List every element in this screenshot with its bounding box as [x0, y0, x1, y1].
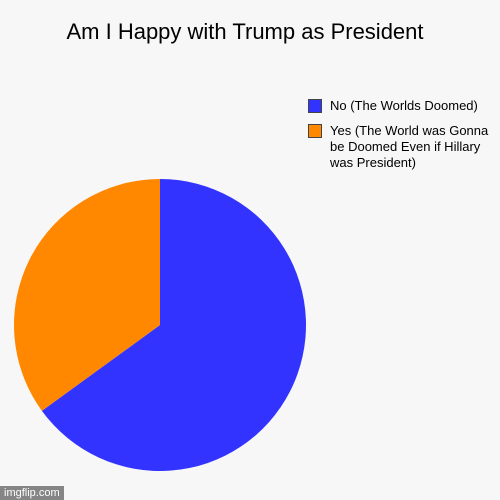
chart-title: Am I Happy with Trump as President: [66, 19, 424, 44]
pie-slice-no: [41, 179, 306, 471]
legend-swatch-yes: [308, 124, 322, 138]
legend-label-no: No (The Worlds Doomed): [330, 98, 478, 113]
legend-swatch-no: [308, 99, 322, 113]
watermark: imgflip.com: [0, 486, 64, 500]
legend-item-no: No (The Worlds Doomed): [308, 98, 498, 114]
legend-item-yes: Yes (The World was Gonna be Doomed Even …: [308, 123, 498, 171]
pie-slice-yes: [13, 179, 161, 411]
legend-label-yes: Yes (The World was Gonna be Doomed Even …: [330, 123, 489, 170]
legend: No (The Worlds Doomed) Yes (The World wa…: [308, 98, 498, 171]
